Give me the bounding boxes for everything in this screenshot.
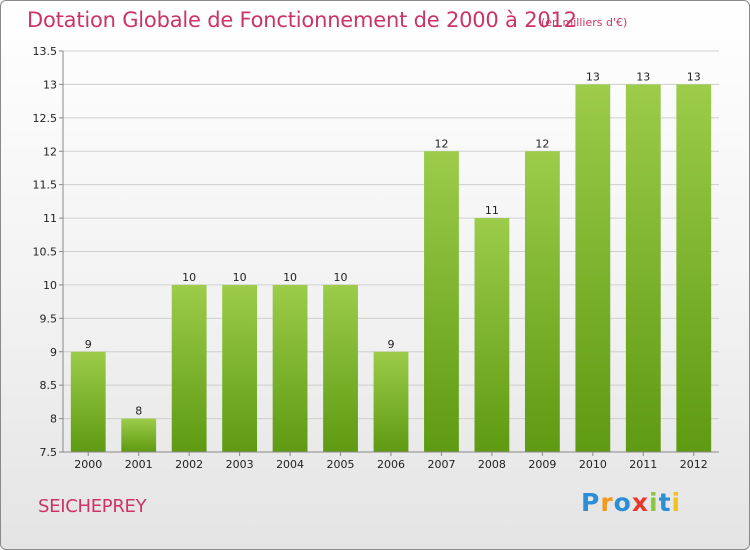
x-tick-label: 2000: [74, 458, 102, 471]
x-tick-label: 2002: [175, 458, 203, 471]
bar-2007: [424, 151, 459, 452]
bar-2006: [373, 351, 409, 452]
axes: 7.5 8 8.5 9 9.5 10 10.5 11 11.5 12 12.5 13 13.5 2000 2…: [33, 45, 719, 471]
y-tick-label: 8.5: [40, 379, 58, 392]
data-label: 10: [233, 271, 247, 284]
y-tick-label: 10: [43, 279, 57, 292]
y-tick-label: 13: [43, 78, 57, 91]
logo-letter: o: [613, 488, 632, 517]
y-tick-label: 9.5: [40, 312, 58, 325]
y-tick-label: 13.5: [33, 45, 58, 58]
bar-2005: [323, 284, 358, 452]
data-label: 10: [334, 271, 348, 284]
x-tick-label: 2006: [377, 458, 405, 471]
x-tick-label: 2001: [125, 458, 153, 471]
x-tick-label: 2004: [276, 458, 304, 471]
logo-letter: r: [600, 488, 614, 517]
y-tick-label: 8: [50, 413, 57, 426]
commune-name: SEICHEPREY: [38, 496, 147, 517]
y-tick-label: 7.5: [40, 446, 58, 459]
data-label: 13: [687, 70, 701, 83]
data-label: 8: [135, 405, 142, 418]
y-tick-label: 9: [50, 346, 57, 359]
y-tick-label: 10.5: [33, 246, 58, 259]
bar-2009: [524, 151, 560, 452]
bar-2010: [575, 84, 611, 453]
chart-subtitle: (en milliers d'€): [541, 16, 628, 29]
logo-letter: x: [631, 488, 649, 517]
y-tick-label: 12: [43, 145, 57, 158]
bar-2001: [121, 418, 157, 452]
y-tick-label: 11: [43, 212, 57, 225]
bar-2008: [474, 218, 510, 452]
logo-letter: i: [671, 488, 682, 517]
data-label: 13: [636, 70, 650, 83]
data-label: 10: [182, 271, 196, 284]
logo-letter: P: [581, 488, 601, 517]
bar-2000: [70, 351, 106, 452]
x-tick-label: 2010: [579, 458, 607, 471]
x-tick-label: 2008: [478, 458, 506, 471]
data-label: 10: [283, 271, 297, 284]
bar-2011: [625, 84, 661, 453]
y-tick-label: 12.5: [33, 112, 58, 125]
bars: 9 8 10 10 10 10 9 12 11 12 13 13 13: [70, 70, 712, 453]
logo-letter: i: [649, 488, 659, 517]
chart-title: Dotation Globale de Fonctionnement de 20…: [27, 8, 577, 32]
bar-2002: [171, 284, 207, 452]
x-tick-label: 2009: [528, 458, 556, 471]
bar-2003: [222, 284, 258, 452]
x-tick-label: 2007: [427, 458, 455, 471]
data-label: 12: [434, 137, 448, 150]
data-label: 9: [388, 338, 395, 351]
x-tick-label: 2011: [629, 458, 657, 471]
data-label: 11: [485, 204, 499, 217]
y-tick-label: 11.5: [33, 179, 58, 192]
x-tick-label: 2012: [680, 458, 708, 471]
data-label: 13: [586, 70, 600, 83]
bar-2004: [272, 284, 308, 452]
x-tick-label: 2005: [327, 458, 355, 471]
proxiti-logo: Proxiti: [581, 488, 681, 517]
data-label: 12: [535, 137, 549, 150]
logo-letter: t: [658, 488, 672, 517]
x-tick-label: 2003: [226, 458, 254, 471]
bar-2012: [676, 84, 712, 453]
data-label: 9: [85, 338, 92, 351]
